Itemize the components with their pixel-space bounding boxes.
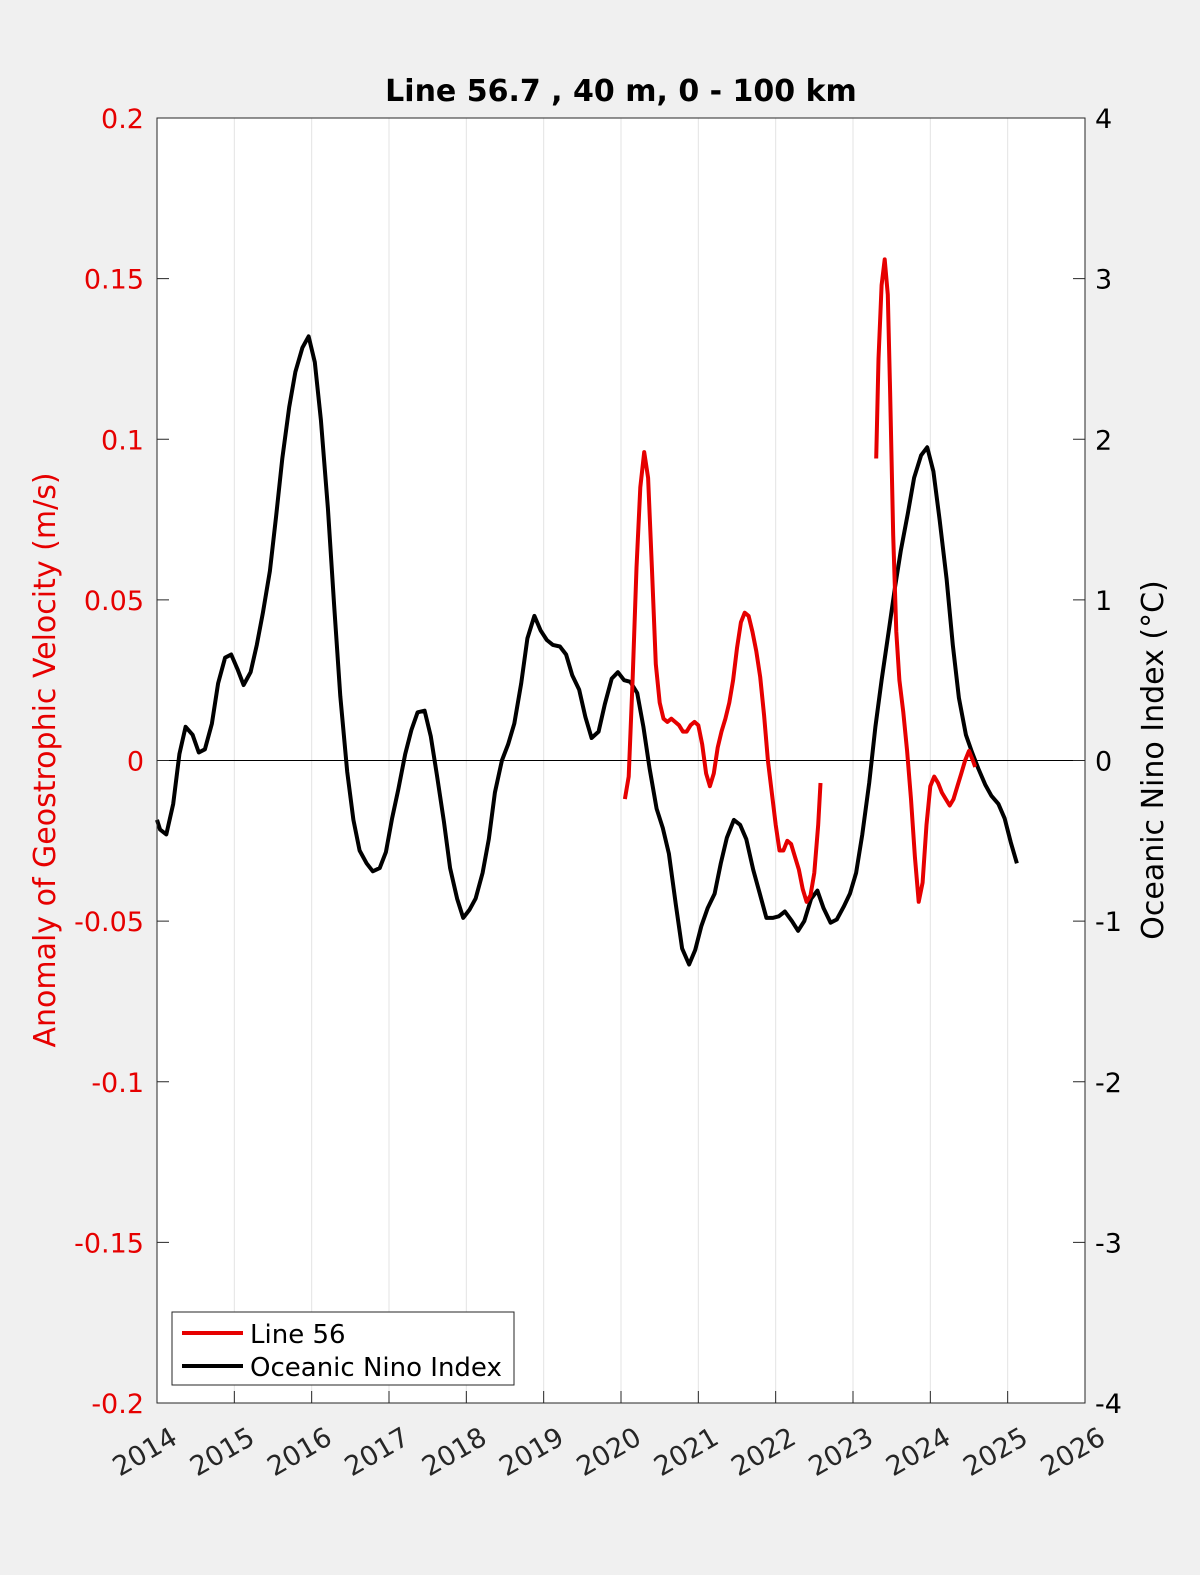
line-56-series-segment [874, 257, 978, 904]
right-y-tick-label: 3 [1095, 265, 1112, 296]
left-y-tick-label: 0 [127, 747, 144, 778]
left-y-axis: -0.2 -0.15 -0.1 -0.05 0 0.05 0.1 0.15 0.2 [74, 104, 169, 1420]
right-y-tick-label: 2 [1095, 425, 1112, 456]
legend-label-line-56: Line 56 [250, 1320, 346, 1350]
left-y-tick-label: -0.2 [91, 1389, 144, 1420]
left-y-tick-label: 0.2 [101, 104, 144, 135]
chart-title: Line 56.7 , 40 m, 0 - 100 km [385, 74, 857, 109]
left-y-tick-label: -0.1 [91, 1068, 144, 1099]
legend-label-oni: Oceanic Nino Index [250, 1353, 502, 1383]
left-y-tick-label: -0.05 [74, 907, 144, 938]
right-y-tick-label: -4 [1095, 1389, 1122, 1420]
left-y-tick-label: -0.15 [74, 1228, 144, 1259]
line-56-series-segment [622, 450, 823, 904]
left-y-tick-label: 0.1 [101, 425, 144, 456]
left-axis-label: Anomaly of Geostrophic Velocity (m/s) [28, 472, 63, 1047]
right-y-tick-label: -3 [1095, 1228, 1122, 1259]
right-axis-label: Oceanic Nino Index (°C) [1136, 580, 1171, 940]
right-y-tick-label: -1 [1095, 907, 1122, 938]
left-y-tick-label: 0.05 [84, 586, 144, 617]
legend-box [171, 1311, 515, 1386]
left-y-tick-label: 0.15 [84, 265, 144, 296]
legend: Line 56 Oceanic Nino Index [171, 1311, 515, 1386]
right-y-tick-label: 4 [1095, 104, 1112, 135]
right-y-tick-label: -2 [1095, 1068, 1122, 1099]
right-y-tick-label: 0 [1095, 747, 1112, 778]
right-y-axis: -4 -3 -2 -1 0 1 2 3 4 [1073, 104, 1122, 1420]
right-y-tick-label: 1 [1095, 586, 1112, 617]
series-lines [155, 257, 1019, 967]
oni-series-segment [155, 334, 1019, 967]
